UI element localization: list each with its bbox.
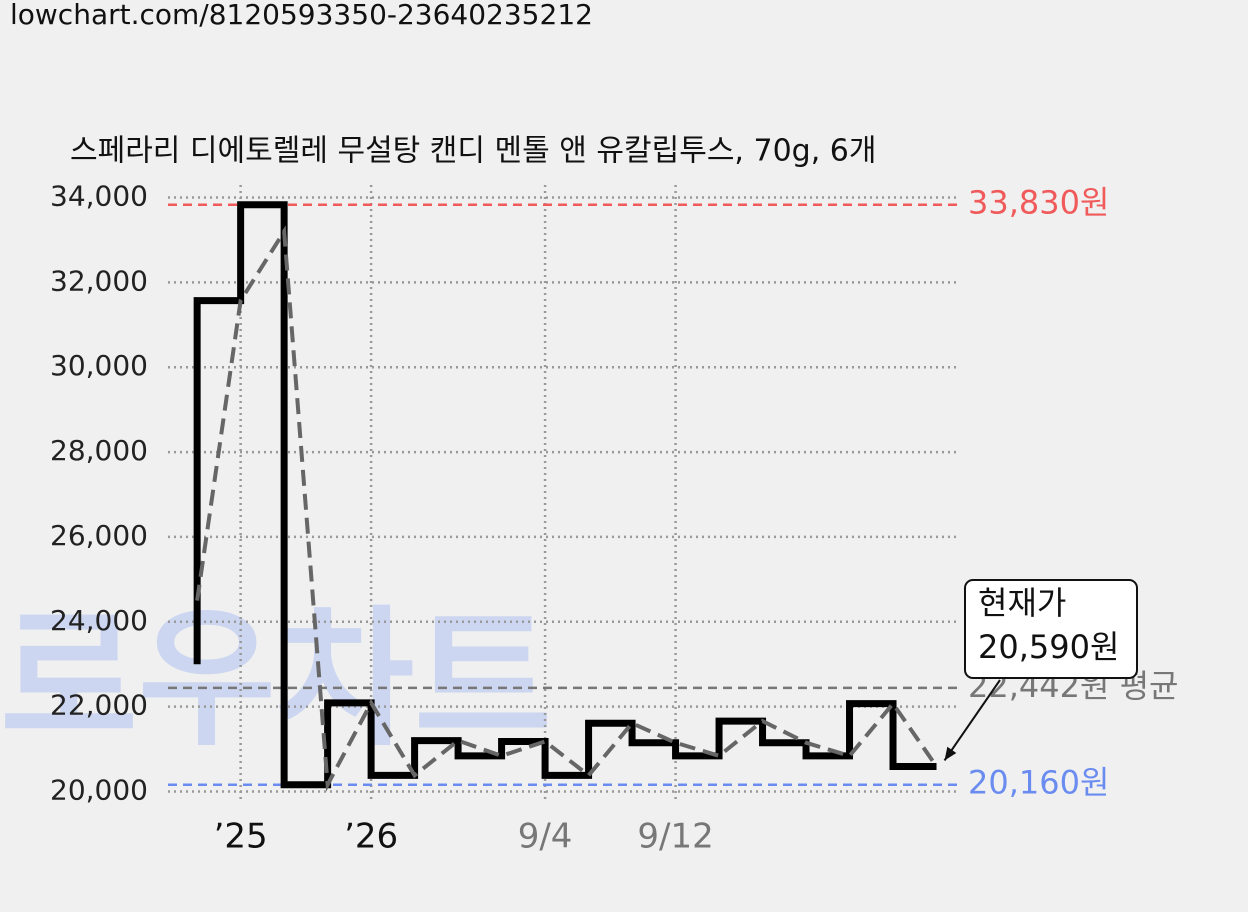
y-tick-label: 32,000 xyxy=(50,264,148,297)
url: lowchart.com/8120593350-23640235212 xyxy=(10,0,593,31)
y-tick-label: 34,000 xyxy=(50,179,148,212)
x-tick-label: ’25 xyxy=(214,817,268,857)
x-tick-label: ’26 xyxy=(344,817,398,857)
y-tick-label: 30,000 xyxy=(50,349,148,382)
chart-title: 스페라리 디에토렐레 무설탕 캔디 멘톨 앤 유칼립투스, 70g, 6개 xyxy=(70,134,876,169)
callout-text: 20,590원 xyxy=(978,628,1119,666)
price-line xyxy=(193,201,937,789)
trend-line xyxy=(195,225,939,792)
callout-text: 현재가 xyxy=(978,584,1066,622)
callout-box xyxy=(964,579,1138,679)
x-tick-label: 9/4 xyxy=(518,817,573,857)
reference-label: 20,160원 xyxy=(968,764,1109,802)
reference-label: 33,830원 xyxy=(968,184,1109,222)
y-tick-label: 26,000 xyxy=(50,519,148,552)
y-tick-label: 24,000 xyxy=(50,604,148,637)
y-tick-label: 20,000 xyxy=(50,774,148,807)
callout-arrowhead xyxy=(944,746,957,761)
y-tick-label: 28,000 xyxy=(50,434,148,467)
y-tick-label: 22,000 xyxy=(50,689,148,722)
callout-arrow xyxy=(943,679,1001,762)
x-tick-label: 9/12 xyxy=(637,817,713,857)
